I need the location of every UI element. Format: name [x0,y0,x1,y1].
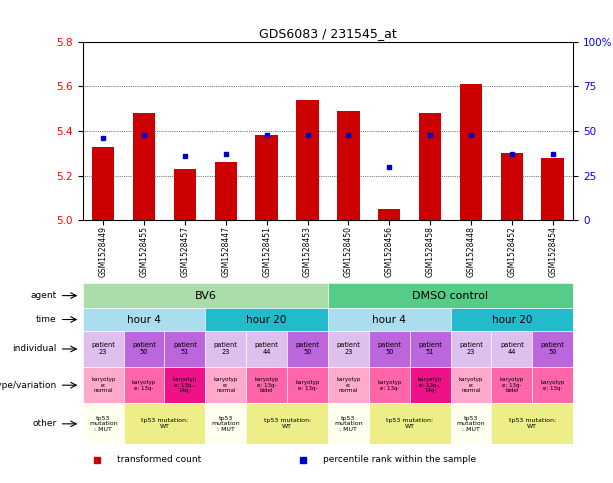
Bar [164,367,205,403]
Bar [83,283,328,308]
Bar [451,308,573,331]
Bar [378,209,400,220]
Text: hour 20: hour 20 [246,314,287,325]
Text: patient
51: patient 51 [173,342,197,355]
Bar [532,367,573,403]
Text: hour 4: hour 4 [127,314,161,325]
Bar [246,331,287,367]
Bar [501,153,523,220]
Bar [205,331,246,367]
Bar [328,283,573,308]
Text: karyotyp
e:
normal: karyotyp e: normal [91,377,115,394]
Text: tp53
mutation
: MUT: tp53 mutation : MUT [89,415,118,432]
Text: patient
50: patient 50 [378,342,401,355]
Bar [164,331,205,367]
Text: other: other [32,419,56,428]
Text: karyotyp
e: 13q-,
14q-: karyotyp e: 13q-, 14q- [418,377,443,394]
Bar [124,367,164,403]
Text: karyotyp
e: 13q-: karyotyp e: 13q- [295,380,320,391]
Bar [409,331,451,367]
Bar [296,99,319,220]
Text: transformed count: transformed count [117,455,201,464]
Bar [460,84,482,220]
Text: karyotyp
e:
normal: karyotyp e: normal [459,377,483,394]
Bar [173,169,196,220]
Text: patient
23: patient 23 [337,342,360,355]
Text: karyotyp
e:
normal: karyotyp e: normal [213,377,238,394]
Text: patient
23: patient 23 [91,342,115,355]
Bar [532,331,573,367]
Bar [133,113,155,220]
Text: patient
50: patient 50 [541,342,565,355]
Text: individual: individual [12,344,56,354]
Text: hour 4: hour 4 [372,314,406,325]
Bar [83,403,124,444]
Text: agent: agent [30,291,56,300]
Text: karyotyp
e: 13q-: karyotyp e: 13q- [132,380,156,391]
Bar [337,111,360,220]
Text: karyotyp
e:
normal: karyotyp e: normal [336,377,360,394]
Text: time: time [36,315,56,324]
Bar [369,403,451,444]
Bar [492,403,573,444]
Text: tp53
mutation
: MUT: tp53 mutation : MUT [334,415,363,432]
Text: patient
51: patient 51 [418,342,442,355]
Text: karyotyp
e: 13q-,
14q-: karyotyp e: 13q-, 14q- [173,377,197,394]
Text: BV6: BV6 [194,291,216,300]
Bar [205,308,328,331]
Text: karyotyp
e: 13q-
bidel: karyotyp e: 13q- bidel [254,377,279,394]
Bar [492,367,532,403]
Bar [256,135,278,220]
Text: tp53 mutation:
WT: tp53 mutation: WT [141,418,188,429]
Text: karyotyp
e: 13q-: karyotyp e: 13q- [377,380,402,391]
Bar [492,331,532,367]
Text: karyotyp
e: 13q-: karyotyp e: 13q- [541,380,565,391]
Bar [541,157,564,220]
Text: genotype/variation: genotype/variation [0,381,56,390]
Bar [328,308,451,331]
Bar [215,162,237,220]
Text: DMSO control: DMSO control [413,291,489,300]
Text: hour 20: hour 20 [492,314,532,325]
Bar [451,403,492,444]
Text: patient
44: patient 44 [500,342,524,355]
Text: patient
44: patient 44 [255,342,278,355]
Bar [83,331,124,367]
Text: tp53 mutation:
WT: tp53 mutation: WT [386,418,433,429]
Bar [124,403,205,444]
Bar [83,367,124,403]
Title: GDS6083 / 231545_at: GDS6083 / 231545_at [259,28,397,41]
Bar [419,113,441,220]
Bar [369,367,409,403]
Bar [124,331,164,367]
Bar [92,146,115,220]
Bar [246,367,287,403]
Bar [205,367,246,403]
Bar [83,308,205,331]
Bar [287,367,328,403]
Text: patient
50: patient 50 [132,342,156,355]
Bar [369,331,409,367]
Bar [451,367,492,403]
Text: tp53 mutation:
WT: tp53 mutation: WT [264,418,311,429]
Text: percentile rank within the sample: percentile rank within the sample [323,455,476,464]
Bar [246,403,328,444]
Bar [328,367,369,403]
Bar [205,403,246,444]
Text: patient
23: patient 23 [214,342,238,355]
Bar [328,403,369,444]
Text: patient
23: patient 23 [459,342,483,355]
Text: tp53
mutation
: MUT: tp53 mutation : MUT [211,415,240,432]
Text: tp53 mutation:
WT: tp53 mutation: WT [509,418,556,429]
Bar [451,331,492,367]
Text: karyotyp
e: 13q-
bidel: karyotyp e: 13q- bidel [500,377,524,394]
Bar [287,331,328,367]
Text: patient
50: patient 50 [295,342,319,355]
Bar [409,367,451,403]
Text: tp53
mutation
: MUT: tp53 mutation : MUT [457,415,485,432]
Bar [328,331,369,367]
